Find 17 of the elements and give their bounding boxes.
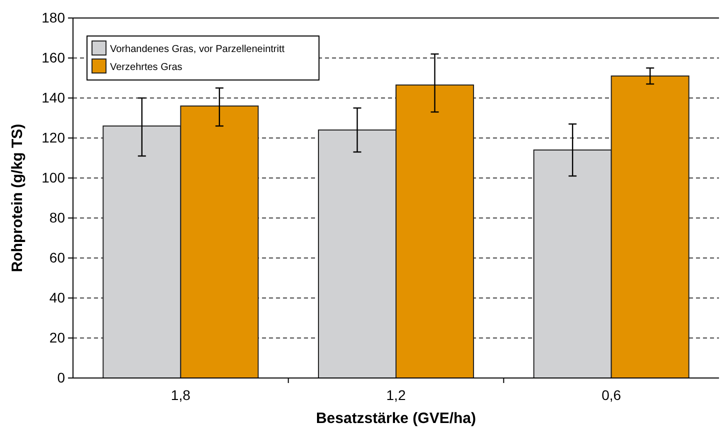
y-tick-label: 60	[49, 249, 66, 266]
y-tick-label: 180	[42, 9, 66, 26]
legend-label: Verzehrtes Gras	[110, 62, 182, 73]
legend-label: Vorhandenes Gras, vor Parzelleneintritt	[110, 44, 285, 55]
x-axis-title: Besatzstärke (GVE/ha)	[316, 410, 476, 427]
y-tick-label: 140	[42, 89, 66, 106]
y-tick-label: 40	[49, 289, 66, 306]
y-tick-label: 0	[57, 369, 66, 386]
x-tick-label: 0,6	[602, 387, 622, 403]
y-tick-label: 160	[42, 49, 66, 66]
y-tick-label: 20	[49, 329, 66, 346]
y-tick-label: 80	[49, 209, 66, 226]
x-tick-label: 1,2	[386, 387, 406, 403]
y-axis-title: Rohprotein (g/kg TS)	[9, 124, 26, 272]
x-tick-label: 1,8	[170, 387, 191, 403]
y-tick-label: 100	[42, 169, 66, 186]
y-tick-label: 120	[42, 129, 66, 146]
